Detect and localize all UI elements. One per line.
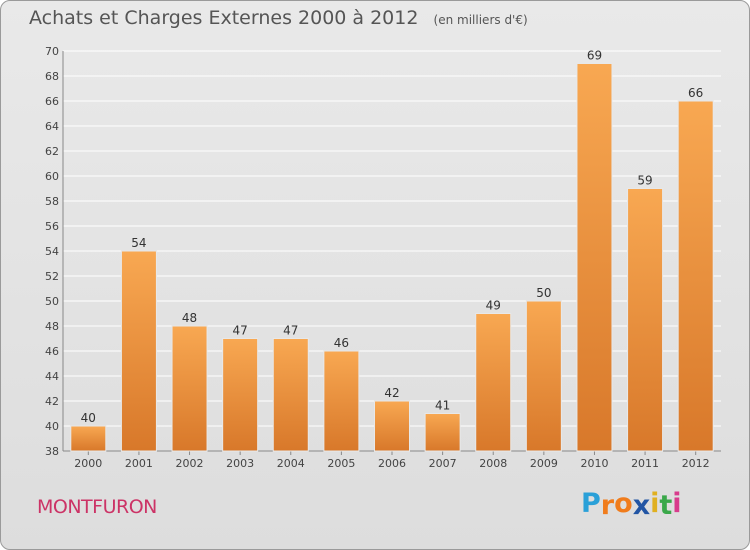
x-tick-label: 2002 <box>176 457 204 470</box>
y-tick-label: 64 <box>45 120 59 133</box>
data-label-2005: 46 <box>334 336 349 350</box>
title-row: Achats et Charges Externes 2000 à 2012 (… <box>29 7 528 29</box>
y-tick-label: 46 <box>45 345 59 358</box>
bar-2010 <box>576 63 613 452</box>
data-label-2012: 66 <box>688 86 703 100</box>
x-tick-label: 2008 <box>479 457 507 470</box>
x-tick-label: 2001 <box>125 457 153 470</box>
y-tick-label: 52 <box>45 270 59 283</box>
y-tick-label: 50 <box>45 295 59 308</box>
data-label-2009: 50 <box>536 286 551 300</box>
y-tick-label: 56 <box>45 220 59 233</box>
bar-2012 <box>677 100 714 452</box>
bars <box>70 63 714 452</box>
brand-letter: o <box>614 488 633 519</box>
x-tick-label: 2007 <box>429 457 457 470</box>
y-tick-label: 70 <box>45 45 59 58</box>
x-tick-label: 2006 <box>378 457 406 470</box>
x-tick-label: 2010 <box>580 457 608 470</box>
y-tick-label: 42 <box>45 395 59 408</box>
y-tick-label: 44 <box>45 370 59 383</box>
y-tick-label: 38 <box>45 445 59 458</box>
data-labels: 40 54 48 47 47 46 42 41 49 50 69 59 66 <box>81 49 704 426</box>
data-label-2002: 48 <box>182 311 197 325</box>
data-label-2006: 42 <box>384 386 399 400</box>
y-tick-label: 54 <box>45 245 59 258</box>
chart-title: Achats et Charges Externes 2000 à 2012 <box>29 7 419 29</box>
brand-letter: r <box>600 490 615 521</box>
y-tick-label: 40 <box>45 420 59 433</box>
chart-subtitle: (en milliers d'€) <box>433 13 528 27</box>
bar-2000 <box>70 425 107 452</box>
y-tick-label: 58 <box>45 195 59 208</box>
proxiti-logo: Proxiti <box>581 488 682 521</box>
y-tick-label: 48 <box>45 320 59 333</box>
data-label-2004: 47 <box>283 324 298 338</box>
tick-labels: 38 40 42 44 46 48 50 52 54 56 58 60 62 64 66 68 70 2000 20… <box>45 45 710 470</box>
x-tick-label: 2003 <box>226 457 254 470</box>
bar-2011 <box>627 188 664 452</box>
brand-letter: t <box>659 490 673 521</box>
x-tick-label: 2004 <box>277 457 305 470</box>
brand-letter: P <box>581 488 601 519</box>
data-label-2010: 69 <box>587 49 602 63</box>
x-tick-label: 2005 <box>327 457 355 470</box>
data-label-2008: 49 <box>486 299 501 313</box>
y-tick-label: 60 <box>45 170 59 183</box>
x-tick-label: 2000 <box>74 457 102 470</box>
bar-2008 <box>475 313 512 452</box>
data-label-2011: 59 <box>637 174 652 188</box>
data-label-2001: 54 <box>131 236 146 250</box>
x-tick-label: 2012 <box>682 457 710 470</box>
x-tick-label: 2011 <box>631 457 659 470</box>
bar-2001 <box>120 250 157 452</box>
bar-2006 <box>374 400 410 452</box>
brand-letter: x <box>632 490 651 521</box>
bar-2005 <box>323 350 360 452</box>
bar-2007 <box>424 413 461 452</box>
brand-letter: i <box>650 488 660 519</box>
y-tick-label: 66 <box>45 95 59 108</box>
bar-2002 <box>171 325 208 452</box>
bar-2009 <box>525 300 562 452</box>
data-label-2007: 41 <box>435 399 450 413</box>
y-tick-label: 68 <box>45 70 59 83</box>
data-label-2003: 47 <box>233 324 248 338</box>
bar-2004 <box>272 338 309 452</box>
data-label-2000: 40 <box>81 411 96 425</box>
bar-2003 <box>222 338 259 452</box>
y-tick-label: 62 <box>45 145 59 158</box>
commune-name: MONTFURON <box>37 496 157 518</box>
brand-letter: i <box>672 488 682 519</box>
x-tick-label: 2009 <box>530 457 558 470</box>
